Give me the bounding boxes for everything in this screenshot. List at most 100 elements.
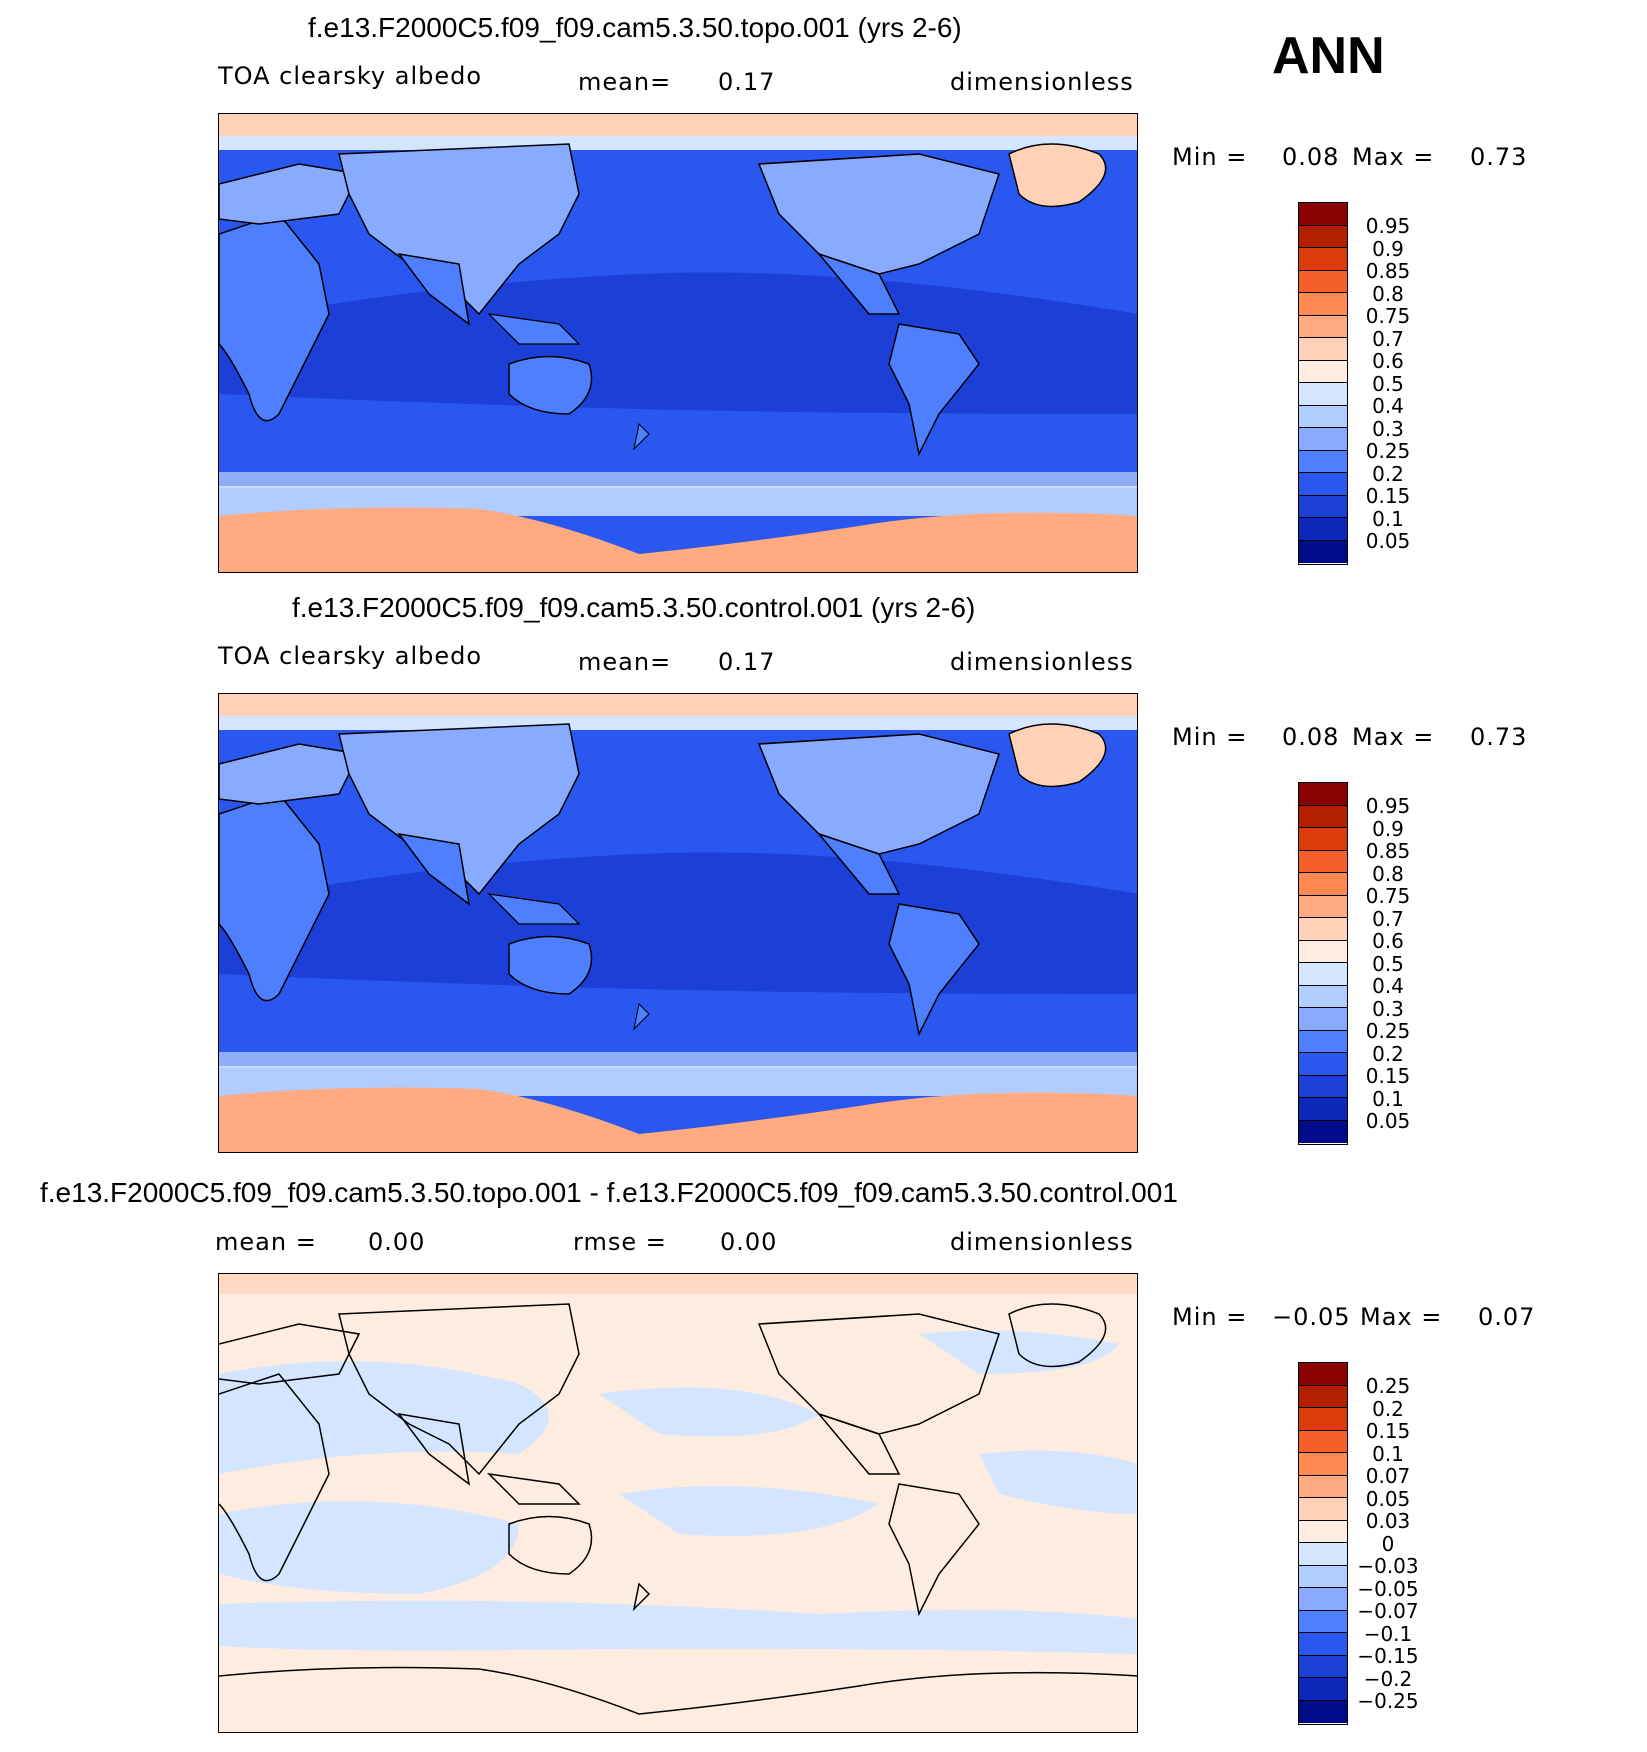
colorbar-tick-label: 0.07	[1365, 1464, 1411, 1488]
colorbar-tick-label: 0.9	[1372, 236, 1404, 261]
colorbar-swatch	[1299, 338, 1347, 361]
colorbar-swatch	[1299, 1053, 1347, 1076]
colorbar-tick-label: 0.25	[1365, 1374, 1411, 1398]
colorbar-swatch	[1299, 450, 1347, 473]
colorbar-tick-label: −0.03	[1357, 1554, 1419, 1578]
colorbar-topo	[1298, 202, 1348, 565]
colorbar-tick-label: 0.7	[1372, 326, 1404, 351]
colorbar-tick-label: 0.05	[1365, 1109, 1411, 1133]
colorbar-tick-label: 0.3	[1372, 416, 1404, 441]
max-label: Max =	[1360, 1303, 1443, 1331]
min-value: 0.08	[1282, 143, 1340, 171]
colorbar-tick-label: 0.6	[1372, 349, 1404, 373]
rmse-value: 0.00	[720, 1228, 778, 1256]
colorbar-tick-label: 0.15	[1365, 1064, 1411, 1088]
colorbar-tick-label: 0.1	[1372, 1441, 1404, 1466]
colorbar-tick-label: 0.4	[1372, 394, 1404, 418]
colorbar-swatch	[1299, 473, 1347, 496]
mean-label: mean=	[578, 68, 672, 96]
max-value: 0.73	[1470, 723, 1528, 751]
panel-title: f.e13.F2000C5.f09_f09.cam5.3.50.topo.001…	[40, 1177, 1178, 1208]
colorbar-tick-label: 0.95	[1365, 794, 1411, 818]
colorbar-swatch	[1299, 248, 1347, 271]
colorbar-tick-label: 0.2	[1372, 461, 1404, 486]
colorbar-swatch	[1299, 540, 1347, 563]
map-control	[218, 693, 1138, 1153]
colorbar-tick-label: 0.5	[1372, 951, 1404, 976]
colorbar-tick-label: 0.05	[1365, 529, 1411, 553]
colorbar-tick-label: 0.7	[1372, 906, 1404, 931]
colorbar-swatch	[1299, 940, 1347, 963]
colorbar-tick-label: 0.95	[1365, 214, 1411, 238]
colorbar-tick-label: 0.03	[1365, 1509, 1411, 1533]
colorbar-swatch	[1299, 1098, 1347, 1121]
colorbar-tick-label: 0.5	[1372, 371, 1404, 396]
mean-label: mean =	[215, 1228, 317, 1256]
map-field	[219, 114, 1137, 572]
colorbar-tick-label: 0.15	[1365, 484, 1411, 508]
colorbar-tick-label: 0.3	[1372, 996, 1404, 1021]
mean-value: 0.00	[368, 1228, 426, 1256]
colorbar-swatch	[1299, 985, 1347, 1008]
colorbar-swatch	[1299, 1475, 1347, 1498]
colorbar-tick-label: −0.2	[1363, 1666, 1413, 1691]
colorbar-swatch	[1299, 1453, 1347, 1476]
colorbar-tick-label: 0	[1381, 1531, 1395, 1556]
units-label: dimensionless	[950, 68, 1134, 96]
colorbar-swatch	[1299, 918, 1347, 941]
colorbar-swatch	[1299, 963, 1347, 986]
colorbar-tick-label: 0.25	[1365, 439, 1411, 463]
colorbar-swatch	[1299, 1030, 1347, 1053]
colorbar-swatch	[1299, 495, 1347, 518]
colorbar-tick-label: 0.1	[1372, 1086, 1404, 1111]
colorbar-swatch	[1299, 383, 1347, 406]
colorbar-swatch	[1299, 873, 1347, 896]
colorbar-tick-label: 0.75	[1365, 884, 1411, 908]
colorbar-tick-label: 0.8	[1372, 281, 1404, 306]
colorbar-tick-label: 0.1	[1372, 506, 1404, 531]
colorbar-swatch	[1299, 1610, 1347, 1633]
colorbar-swatch	[1299, 783, 1347, 806]
units-label: dimensionless	[950, 1228, 1134, 1256]
mean-value: 0.17	[718, 68, 776, 96]
colorbar-tick-label: 0.9	[1372, 816, 1404, 841]
map-diff	[218, 1273, 1138, 1733]
max-value: 0.07	[1478, 1303, 1536, 1331]
colorbar-swatch	[1299, 850, 1347, 873]
colorbar-swatch	[1299, 1363, 1347, 1386]
colorbar-swatch	[1299, 203, 1347, 226]
min-value: 0.08	[1282, 723, 1340, 751]
colorbar-swatch	[1299, 360, 1347, 383]
colorbar-swatch	[1299, 405, 1347, 428]
mean-label: mean=	[578, 648, 672, 676]
colorbar-tick-label: 0.4	[1372, 974, 1404, 998]
map-field	[219, 1274, 1137, 1732]
mean-value: 0.17	[718, 648, 776, 676]
colorbar-swatch	[1299, 315, 1347, 338]
colorbar-swatch	[1299, 1520, 1347, 1543]
min-label: Min =	[1172, 1303, 1248, 1331]
colorbar-diff	[1298, 1362, 1348, 1725]
colorbar-swatch	[1299, 1385, 1347, 1408]
colorbar-control	[1298, 782, 1348, 1145]
variable-label: TOA clearsky albedo	[218, 642, 483, 670]
max-label: Max =	[1352, 143, 1435, 171]
colorbar-tick-label: 0.75	[1365, 304, 1411, 328]
colorbar-swatch	[1299, 805, 1347, 828]
units-label: dimensionless	[950, 648, 1134, 676]
colorbar-swatch	[1299, 1430, 1347, 1453]
colorbar-swatch	[1299, 828, 1347, 851]
colorbar-swatch	[1299, 1008, 1347, 1031]
colorbar-swatch	[1299, 1700, 1347, 1723]
panel-title: f.e13.F2000C5.f09_f09.cam5.3.50.control.…	[292, 592, 976, 623]
colorbar-swatch	[1299, 1120, 1347, 1143]
colorbar-swatch	[1299, 1655, 1347, 1678]
colorbar-swatch	[1299, 270, 1347, 293]
variable-label: TOA clearsky albedo	[218, 62, 483, 90]
colorbar-tick-label: −0.25	[1357, 1689, 1419, 1713]
max-value: 0.73	[1470, 143, 1528, 171]
colorbar-swatch	[1299, 293, 1347, 316]
colorbar-tick-label: 0.2	[1372, 1396, 1404, 1421]
colorbar-swatch	[1299, 1075, 1347, 1098]
colorbar-tick-label: 0.05	[1365, 1486, 1411, 1511]
